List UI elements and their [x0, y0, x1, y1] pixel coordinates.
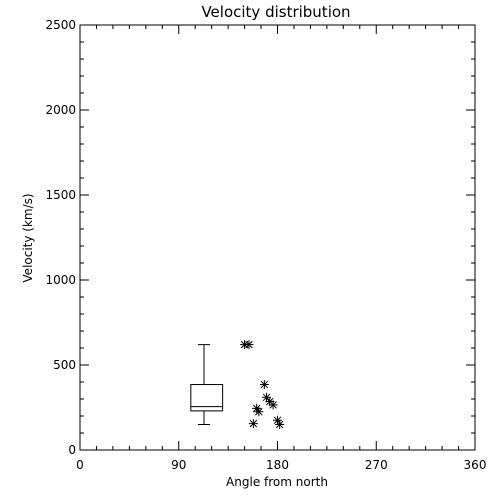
x-axis-ticks: 0 90 180 270 360 — [76, 25, 486, 472]
y-tick-label: 1500 — [45, 188, 76, 202]
data-point — [254, 407, 264, 417]
scatter-points — [240, 340, 285, 429]
box-iqr — [190, 384, 224, 412]
y-tick-label: 0 — [68, 443, 76, 457]
x-axis-label: Angle from north — [226, 475, 328, 489]
y-tick-label: 2000 — [45, 103, 76, 117]
y-tick-label: 500 — [53, 358, 76, 372]
y-axis-label: Velocity (km/s) — [21, 193, 35, 282]
data-point — [244, 340, 254, 350]
chart-title: Velocity distribution — [201, 3, 350, 21]
y-tick-label: 2500 — [45, 18, 76, 32]
y-axis-ticks: 0 500 1000 1500 2000 2500 — [45, 18, 475, 457]
data-point — [248, 419, 258, 429]
box-plot — [190, 344, 224, 425]
x-tick-label: 360 — [464, 458, 487, 472]
y-tick-label: 1000 — [45, 273, 76, 287]
x-tick-label: 0 — [76, 458, 84, 472]
x-tick-label: 270 — [365, 458, 388, 472]
plot-frame — [79, 24, 476, 451]
data-point — [268, 400, 278, 410]
data-point — [275, 420, 285, 429]
x-tick-label: 180 — [266, 458, 289, 472]
data-point — [259, 380, 269, 390]
x-tick-label: 90 — [171, 458, 186, 472]
